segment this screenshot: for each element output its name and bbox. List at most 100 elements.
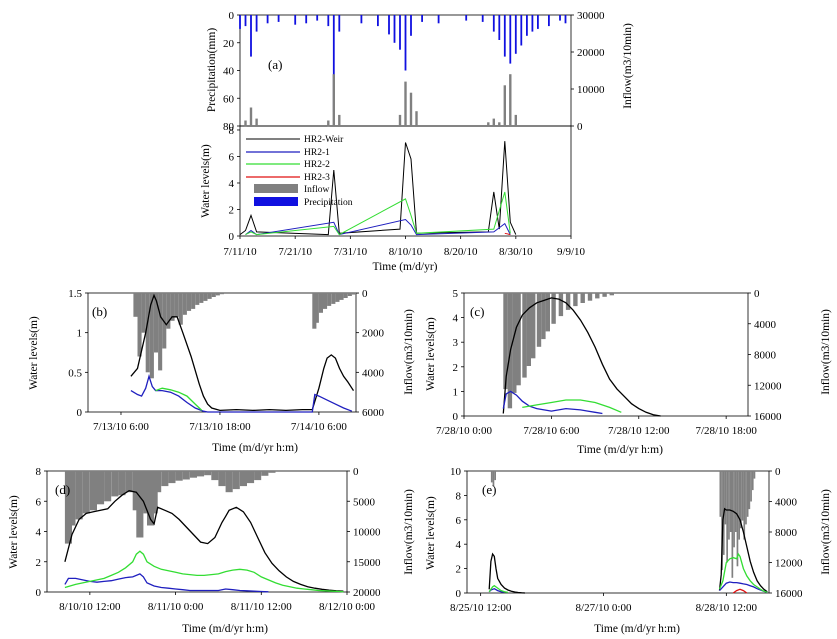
x-tick-label: 7/28/10 18:00 xyxy=(695,425,757,437)
inflow-bar xyxy=(541,293,546,340)
y2-tick-label: 12000 xyxy=(754,380,782,392)
inflow-bar xyxy=(573,293,578,307)
inflow-bar xyxy=(149,293,154,379)
series-hr2-weir xyxy=(718,507,768,593)
panel-e-xlabel: Time (m/d/yr h:m) xyxy=(594,623,680,635)
x-tick-label: 8/20/10 xyxy=(444,246,478,258)
y2-tick-label: 0 xyxy=(754,288,760,300)
inflow-bar xyxy=(327,120,330,127)
series-hr2-2 xyxy=(488,584,509,594)
inflow-tick-label: 0 xyxy=(577,121,583,133)
y-tick-label: 2 xyxy=(456,564,462,576)
y2-tick-label: 16000 xyxy=(775,588,803,600)
series-hr2-1 xyxy=(64,573,269,593)
inflow-bar xyxy=(147,471,155,526)
inflow-bar xyxy=(492,471,495,487)
inflow-bar xyxy=(753,471,756,479)
inflow-bar xyxy=(132,471,140,511)
inflow-bar xyxy=(182,471,190,480)
precip-bar xyxy=(393,15,396,43)
inflow-bar xyxy=(512,293,517,393)
inflow-bar xyxy=(254,471,262,481)
panel-e-label: (e) xyxy=(482,482,496,497)
precip-bar xyxy=(537,15,539,29)
legend-hr2-1: HR2-1 xyxy=(304,148,330,158)
inflow-bar xyxy=(503,85,506,126)
y2-tick-label: 0 xyxy=(362,288,368,300)
panel-b-y2label: Inflow(m3/10min) xyxy=(403,309,415,395)
panel-a: 0 20 40 60 80 30000 20000 10000 0 0 2 4 6 8 7/11/10 7/2… xyxy=(200,10,634,273)
inflow-bar xyxy=(492,118,495,126)
inflow-bar xyxy=(595,293,600,299)
inflow-bar xyxy=(343,293,348,298)
y2-tick-label: 0 xyxy=(775,466,781,478)
inflow-bar xyxy=(503,293,508,390)
y2-tick-label: 5000 xyxy=(353,496,376,508)
precip-bar xyxy=(399,15,401,50)
panel-a-legend: HR2-Weir HR2-1 HR2-2 HR2-3 Inflow Precip… xyxy=(246,135,353,208)
inflow-bar xyxy=(741,471,744,521)
inflow-bar xyxy=(189,471,197,478)
series-hr2-weir xyxy=(239,141,517,236)
series-hr2-1 xyxy=(719,581,768,594)
inflow-bar xyxy=(339,293,344,300)
y2-tick-label: 4000 xyxy=(754,319,777,331)
panel-c-label: (c) xyxy=(470,304,484,319)
y-tick-label: 1.5 xyxy=(68,288,82,300)
y2-tick-label: 20000 xyxy=(353,587,381,599)
inflow-bar xyxy=(219,293,224,295)
inflow-bar xyxy=(531,293,536,359)
legend-hr2-3: HR2-3 xyxy=(304,173,330,183)
wl-tick-label: 2 xyxy=(229,204,235,216)
precip-tick-label: 40 xyxy=(223,66,235,78)
panel-a-label: (a) xyxy=(268,57,282,72)
inflow-bar xyxy=(409,92,413,126)
panel-e-ylabel: Water levels(m) xyxy=(425,496,437,570)
inflow-bar xyxy=(494,471,496,481)
panel-a-inflow-ylabel: Inflow(m3/10min) xyxy=(622,23,634,109)
inflow-bar xyxy=(750,471,752,502)
inflow-bar xyxy=(239,471,247,487)
y-tick-label: 4 xyxy=(453,313,459,325)
precip-bar xyxy=(250,15,252,57)
precip-bar xyxy=(481,15,484,22)
inflow-bar xyxy=(602,293,607,297)
precip-bar xyxy=(338,15,341,32)
series-hr2-weir xyxy=(502,297,661,417)
y2-tick-label: 16000 xyxy=(754,411,782,423)
inflow-tick-label: 10000 xyxy=(577,84,605,96)
inflow-bar xyxy=(133,293,138,317)
y-tick-label: 10 xyxy=(450,466,462,478)
inflow-bar xyxy=(498,122,501,126)
inflow-bar xyxy=(731,471,734,578)
precip-bar xyxy=(305,15,308,24)
inflow-bar xyxy=(746,471,749,517)
inflow-bar xyxy=(740,471,742,529)
x-tick-label: 7/28/10 12:00 xyxy=(608,425,670,437)
series-hr2-1 xyxy=(130,374,353,413)
panel-a-xlabel: Time (m/d/yr) xyxy=(372,261,437,273)
y2-tick-label: 8000 xyxy=(754,350,777,362)
inflow-bar xyxy=(536,293,542,347)
inflow-bar xyxy=(225,471,233,493)
y2-tick-label: 15000 xyxy=(353,557,381,569)
inflow-bar xyxy=(351,293,356,295)
inflow-bar xyxy=(161,471,169,487)
y2-tick-label: 4000 xyxy=(362,367,385,379)
precip-bar xyxy=(531,15,534,32)
y2-tick-label: 6000 xyxy=(362,407,385,419)
precip-bar xyxy=(360,15,363,24)
inflow-bar xyxy=(211,293,216,297)
inflow-bar xyxy=(347,293,352,296)
inflow-bar xyxy=(154,471,162,493)
precip-bar xyxy=(244,15,247,27)
y-tick-label: 6 xyxy=(36,496,42,508)
inflow-bar xyxy=(728,471,730,540)
series-hr2-weir xyxy=(488,552,526,594)
x-tick-label: 8/27/10 0:00 xyxy=(576,602,632,614)
panel-b-label: (b) xyxy=(92,304,107,319)
x-tick-label: 8/12/10 0:00 xyxy=(319,601,375,613)
series-hr2-3 xyxy=(732,588,748,594)
inflow-bar xyxy=(314,293,319,323)
inflow-bar xyxy=(137,293,142,357)
